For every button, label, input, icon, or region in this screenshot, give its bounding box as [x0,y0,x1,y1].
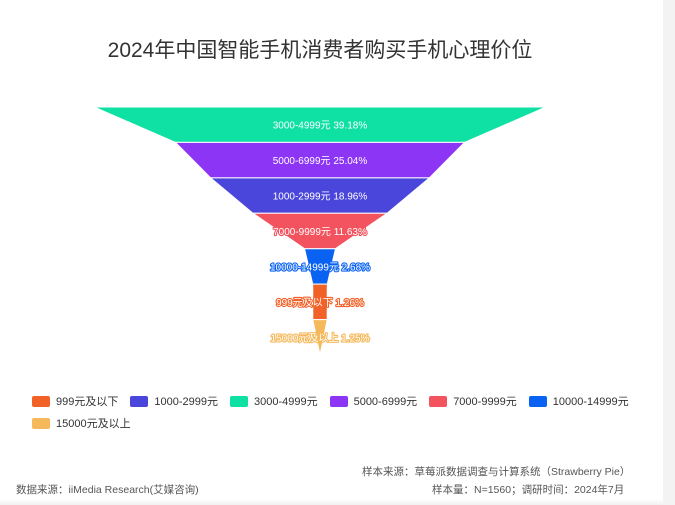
funnel-data-label: 1000-2999元 18.96% [273,192,368,203]
funnel-segment[interactable] [312,319,328,356]
funnel-chart: 3000-4999元 39.18% 5000-6999元 25.04% 1000-2… [93,106,547,356]
legend-swatch [528,395,547,407]
chart-legend: 999元及以下 1000-2999元 3000-4999元 5000-6999元 700… [32,394,632,430]
chart-title: 2024年中国智能手机消费者购买手机心理价位 [107,39,533,62]
legend-label: 999元及以下 [56,396,119,408]
legend-item[interactable]: 15000元及以上 [32,416,131,430]
data-source-note: 数据来源：iiMedia Research(艾媒咨询) [16,484,199,496]
legend-swatch [429,395,448,407]
funnel-data-label: 10000-14999元 2.68% [270,262,370,273]
sample-source-note: 样本来源：草莓派数据调查与计算系统（Strawberry Pie） [362,466,631,478]
legend-label: 10000-14999元 [552,396,629,408]
legend-swatch [130,395,149,407]
legend-item[interactable]: 10000-14999元 [528,394,629,408]
funnel-data-label: 3000-4999元 39.18% [273,121,368,132]
legend-swatch [329,395,348,407]
legend-item[interactable]: 3000-4999元 [229,394,318,408]
legend-label: 3000-4999元 [253,396,318,408]
funnel-data-label: 15000元及以上 1.25% [271,332,370,344]
legend-item[interactable]: 1000-2999元 [130,394,218,408]
legend-swatch [32,395,50,407]
funnel-data-label: 7000-9999元 11.63% [273,227,367,238]
legend-label: 7000-9999元 [453,396,517,408]
legend-label: 1000-2999元 [154,396,218,408]
legend-item[interactable]: 7000-9999元 [429,394,517,408]
sample-size-note: 样本量：N=1560；调研时间：2024年7月 [432,484,625,496]
legend-swatch [229,395,248,407]
bottom-edge-strip [0,499,663,505]
right-edge-strip [663,0,675,505]
funnel-data-label: 999元及以下 1.26% [276,297,364,309]
legend-item[interactable]: 5000-6999元 [329,394,418,408]
legend-label: 5000-6999元 [353,396,418,408]
legend-item[interactable]: 999元及以下 [32,394,118,408]
legend-label: 15000元及以上 [56,418,131,430]
funnel-data-label: 5000-6999元 25.04% [273,156,368,167]
legend-swatch [32,417,50,429]
